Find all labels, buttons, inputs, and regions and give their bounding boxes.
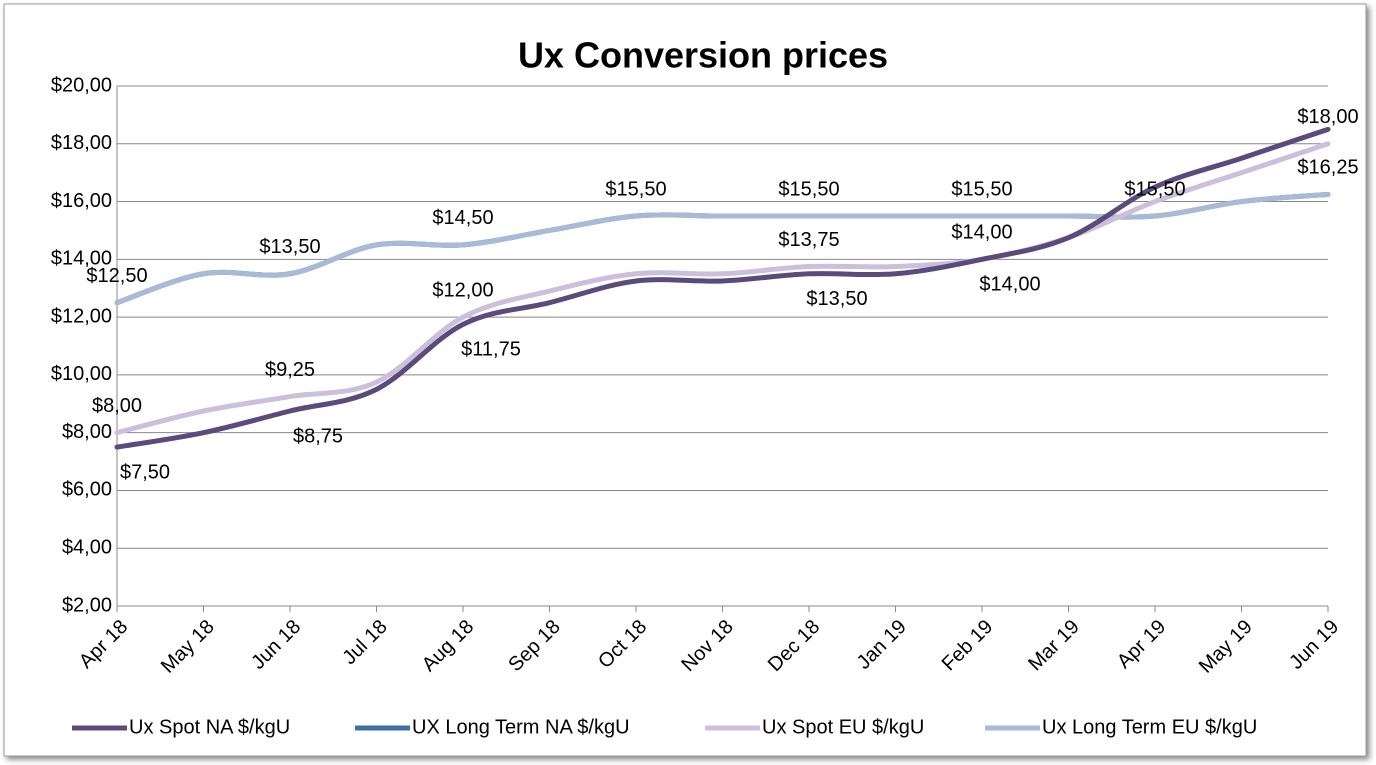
y-tick-label: $14,00 — [51, 248, 112, 270]
data-label: $15,50 — [1124, 178, 1185, 200]
y-tick-label: $4,00 — [62, 537, 112, 559]
y-tick-label: $20,00 — [51, 74, 112, 96]
data-label: $8,75 — [293, 425, 343, 447]
data-label: $14,00 — [951, 222, 1012, 244]
legend-label: Ux Spot EU $/kgU — [762, 716, 924, 738]
series-line — [114, 126, 1331, 450]
y-tick-label: $6,00 — [62, 479, 112, 501]
legend-label: UX Long Term NA $/kgU — [412, 716, 630, 738]
data-label: $13,50 — [806, 288, 867, 310]
y-tick-label: $12,00 — [51, 305, 112, 327]
y-tick-label: $2,00 — [62, 594, 112, 616]
data-label: $16,25 — [1297, 157, 1358, 179]
legend-label: Ux Spot NA $/kgU — [129, 716, 290, 738]
chart-frame — [3, 3, 1367, 757]
data-label: $15,50 — [778, 178, 839, 200]
y-tick-label: $10,00 — [51, 363, 112, 385]
series-line — [114, 141, 1331, 436]
data-label: $15,50 — [605, 178, 666, 200]
data-label: $9,25 — [265, 359, 315, 381]
data-label: $13,50 — [259, 236, 320, 258]
chart-title: Ux Conversion prices — [518, 35, 888, 76]
y-tick-label: $16,00 — [51, 190, 112, 212]
data-label: $8,00 — [92, 395, 142, 417]
data-label: $12,50 — [86, 265, 147, 287]
data-label: $11,75 — [461, 339, 521, 361]
data-label: $12,00 — [432, 279, 493, 301]
data-label: $14,50 — [432, 207, 493, 229]
data-label: $14,00 — [979, 274, 1040, 296]
data-label: $13,75 — [778, 229, 839, 251]
data-label: $15,50 — [951, 178, 1012, 200]
data-label: $7,50 — [120, 461, 170, 483]
y-tick-label: $8,00 — [62, 421, 112, 443]
legend-label: Ux Long Term EU $/kgU — [1042, 716, 1257, 738]
series-line — [114, 191, 1331, 306]
data-label: $18,00 — [1297, 106, 1358, 128]
y-tick-label: $18,00 — [51, 132, 112, 154]
